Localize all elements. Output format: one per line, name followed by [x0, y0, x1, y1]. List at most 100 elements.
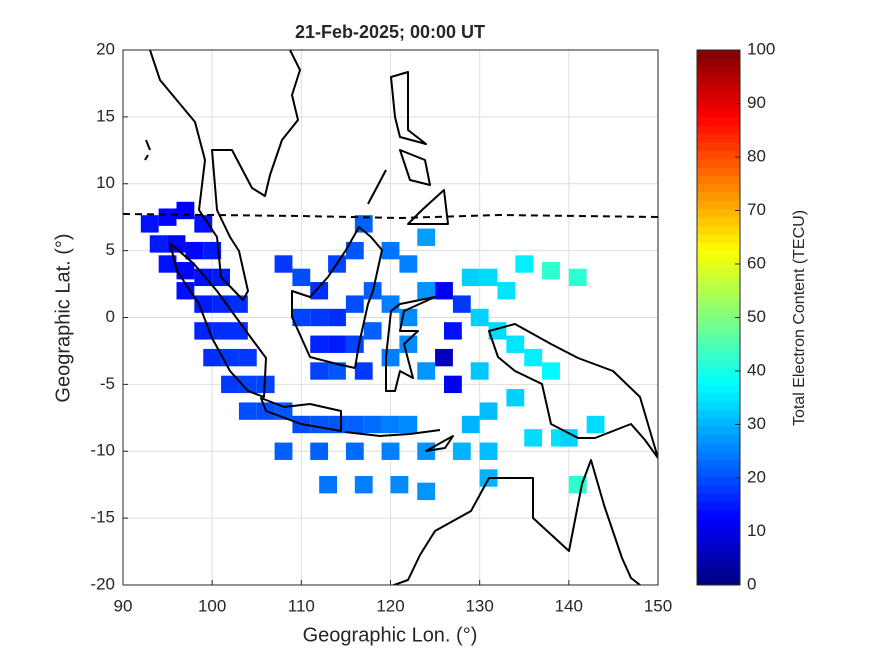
colorbar-swatch: [697, 518, 740, 527]
y-axis-label: Geographic Lat. (°): [52, 233, 74, 402]
y-tick-label: 15: [96, 106, 115, 125]
y-tick-label: -5: [100, 374, 115, 393]
tec-cell: [444, 322, 462, 340]
tec-cell: [444, 375, 462, 394]
x-tick-label: 110: [288, 596, 315, 615]
coastlines: [144, 50, 658, 585]
dip-equator: [122, 213, 659, 220]
tec-cell: [381, 442, 400, 460]
colorbar-tick-label: 80: [747, 146, 766, 165]
tec-cell: [256, 375, 275, 394]
colorbar-tick-label: 10: [747, 521, 766, 540]
tec-cell: [328, 308, 346, 327]
colorbar-swatch: [697, 125, 740, 135]
coast-australia: [391, 459, 641, 585]
tec-cell: [345, 442, 364, 460]
tec-cell: [212, 295, 230, 313]
x-axis-label: Geographic Lon. (°): [303, 624, 478, 646]
colorbar-swatch: [697, 384, 740, 394]
colorbar-swatch: [697, 534, 740, 544]
colorbar-tick-label: 30: [747, 414, 766, 433]
colorbar: [697, 50, 740, 586]
tec-cell: [542, 362, 560, 380]
tec-cell: [149, 235, 168, 253]
colorbar-swatch: [697, 175, 740, 185]
tec-cell: [479, 402, 498, 420]
tec-cell: [568, 268, 587, 287]
tec-cell: [345, 415, 364, 434]
coast-palawan: [367, 169, 387, 205]
tec-cell: [479, 442, 498, 460]
tec-cell: [506, 335, 525, 353]
tec-cell: [203, 348, 222, 367]
tec-cell: [381, 241, 400, 260]
y-tick-label: -20: [90, 574, 115, 593]
coast-mindanao: [407, 189, 449, 225]
colorbar-swatch: [697, 217, 740, 227]
colorbar-swatch: [697, 501, 740, 511]
tec-cell: [461, 268, 480, 287]
tec-cell: [390, 475, 409, 494]
colorbar-swatch: [697, 509, 740, 519]
tec-cell: [194, 268, 213, 287]
x-tick-label: 140: [555, 596, 583, 615]
tec-cell: [310, 415, 329, 434]
colorbar-tick-label: 90: [747, 93, 766, 112]
colorbar-swatch: [697, 401, 740, 410]
colorbar-swatch: [697, 275, 740, 285]
colorbar-swatch: [697, 317, 740, 327]
y-tick-label: 5: [106, 240, 115, 259]
colorbar-swatch: [697, 559, 740, 569]
y-tick-label: -10: [90, 441, 115, 460]
colorbar-tick-label: 60: [747, 253, 766, 272]
tec-cell: [185, 241, 204, 260]
colorbar-swatch: [697, 250, 740, 260]
colorbar-label: Total Electron Content (TECU): [791, 210, 808, 426]
colorbar-swatch: [697, 576, 740, 586]
colorbar-swatch: [697, 267, 740, 277]
tec-cell: [194, 295, 213, 313]
colorbar-swatch: [697, 292, 740, 302]
colorbar-swatch: [697, 334, 740, 344]
tec-cell: [310, 335, 329, 353]
coast-visayas: [399, 149, 431, 186]
coast-sulawesi: [385, 296, 436, 392]
colorbar-swatch: [697, 543, 740, 553]
tec-cell: [435, 348, 453, 367]
colorbar-swatch: [697, 476, 740, 486]
colorbar-swatch: [697, 116, 740, 126]
tec-cell: [417, 282, 436, 300]
colorbar-swatch: [697, 568, 740, 578]
tec-cell: [328, 335, 346, 353]
tec-cell: [559, 429, 578, 447]
colorbar-tick-label: 100: [747, 39, 775, 58]
colorbar-swatch: [697, 376, 740, 385]
colorbar-swatch: [697, 141, 740, 151]
tec-cell: [292, 268, 311, 287]
tec-cell: [310, 362, 329, 380]
tec-cell: [274, 442, 293, 460]
tec-cell: [310, 442, 329, 460]
tec-cell: [381, 415, 400, 434]
coast-taiwan: [144, 139, 151, 161]
tec-cell: [399, 255, 418, 273]
tec-cell: [417, 362, 436, 380]
colorbar-swatch: [697, 108, 740, 118]
tec-cell: [221, 375, 239, 394]
tec-cell: [524, 429, 543, 447]
tec-cell: [328, 362, 346, 380]
colorbar-swatch: [697, 359, 740, 369]
x-tick-label: 90: [114, 596, 133, 615]
colorbar-swatch: [697, 451, 740, 461]
colorbar-swatch: [697, 133, 740, 143]
tec-cell: [176, 282, 195, 300]
colorbar-tick-label: 20: [747, 467, 766, 486]
tec-cell: [524, 348, 543, 367]
tec-cell: [310, 308, 329, 327]
tec-cell: [310, 282, 329, 300]
tec-cells: [140, 201, 605, 501]
tec-cell: [176, 261, 195, 280]
colorbar-swatch: [697, 484, 740, 494]
colorbar-swatch: [697, 183, 740, 193]
colorbar-swatch: [697, 442, 740, 452]
